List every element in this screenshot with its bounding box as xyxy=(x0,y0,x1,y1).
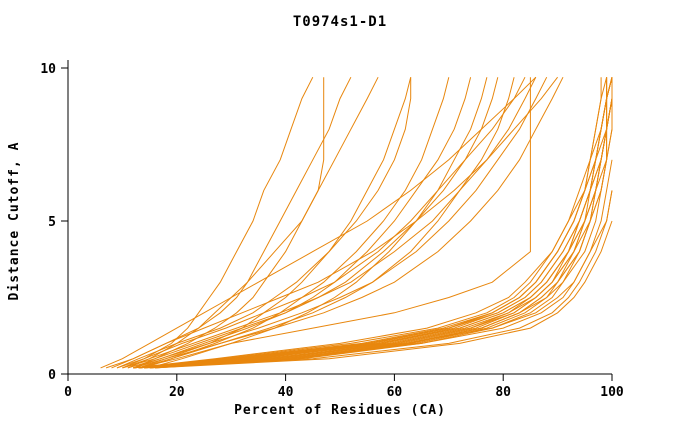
x-tick-label: 100 xyxy=(600,385,624,400)
y-tick-label: 10 xyxy=(40,62,56,77)
x-axis-label: Percent of Residues (CA) xyxy=(234,403,446,418)
chart-title: T0974s1-D1 xyxy=(293,14,387,30)
tick-labels: 0 20 40 60 80 100 0 5 10 xyxy=(40,62,624,400)
x-tick-label: 40 xyxy=(278,385,294,400)
axes xyxy=(61,60,613,381)
x-tick-label: 60 xyxy=(387,385,403,400)
y-axis-label: Distance Cutoff, A xyxy=(7,142,22,301)
y-tick-label: 0 xyxy=(48,368,56,383)
series-lines xyxy=(100,76,613,369)
x-tick-label: 20 xyxy=(169,385,185,400)
y-tick-label: 5 xyxy=(48,215,56,230)
x-tick-label: 0 xyxy=(64,385,72,400)
x-tick-label: 80 xyxy=(495,385,511,400)
